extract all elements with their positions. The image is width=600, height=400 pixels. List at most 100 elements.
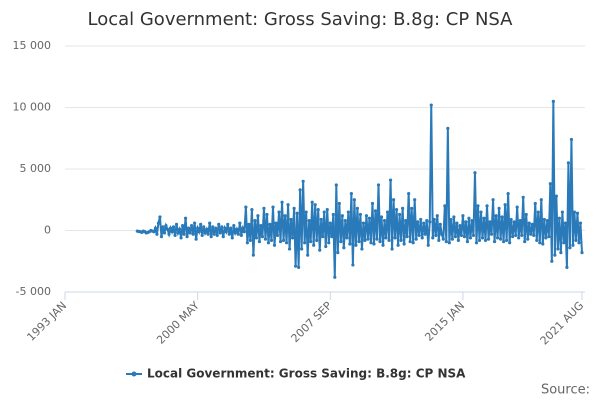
point: [473, 171, 477, 175]
point: [373, 209, 378, 213]
point: [556, 247, 560, 251]
point: [331, 212, 335, 217]
point: [572, 210, 577, 214]
point: [541, 242, 545, 246]
point: [333, 275, 337, 279]
point: [327, 241, 331, 245]
point: [221, 235, 225, 239]
point: [571, 243, 575, 247]
point: [411, 241, 415, 245]
point: [483, 238, 488, 242]
point: [517, 236, 521, 240]
point: [364, 214, 369, 218]
point: [194, 237, 198, 241]
point: [173, 233, 177, 238]
point: [266, 241, 271, 245]
point: [248, 238, 252, 242]
point: [428, 220, 432, 224]
line: [137, 101, 583, 278]
point: [263, 237, 268, 241]
point: [290, 236, 295, 240]
point: [351, 263, 355, 267]
point: [298, 188, 302, 192]
point: [295, 211, 299, 215]
point: [321, 235, 325, 239]
point: [429, 103, 433, 107]
point: [381, 243, 385, 247]
y-tick-label: 10 000: [13, 101, 52, 114]
point: [324, 244, 328, 249]
point: [497, 206, 501, 210]
point: [542, 217, 546, 222]
point: [352, 198, 356, 202]
point: [544, 236, 548, 240]
point: [358, 212, 363, 217]
point: [527, 221, 531, 225]
point: [205, 227, 209, 231]
point: [566, 161, 571, 165]
point: [422, 221, 426, 225]
point: [512, 220, 516, 224]
point: [161, 225, 165, 229]
point: [297, 265, 301, 269]
x-tick-label: 2015 JAN: [422, 299, 467, 344]
y-tick-label: 5 000: [20, 162, 52, 175]
point: [182, 232, 186, 236]
point: [310, 200, 314, 204]
point: [458, 223, 462, 228]
point: [250, 207, 254, 212]
point: [256, 214, 260, 218]
point: [284, 241, 289, 245]
point: [476, 204, 480, 208]
point: [453, 235, 457, 239]
point: [407, 192, 411, 196]
point: [557, 216, 561, 220]
point: [168, 226, 173, 230]
point: [505, 238, 509, 242]
point: [312, 243, 316, 247]
point: [502, 239, 506, 244]
point: [190, 223, 194, 228]
point: [268, 222, 272, 226]
point: [280, 200, 284, 204]
point: [568, 246, 572, 250]
point: [245, 241, 249, 245]
point: [339, 239, 343, 244]
point: [485, 204, 489, 208]
point: [367, 216, 372, 220]
point: [554, 194, 558, 198]
point: [388, 178, 393, 182]
point: [218, 231, 222, 235]
point: [265, 212, 269, 217]
point: [313, 203, 317, 207]
point: [459, 233, 464, 238]
source: Source:: [541, 383, 590, 398]
point: [217, 222, 221, 226]
point: [223, 226, 227, 230]
point: [227, 232, 231, 236]
point: [416, 220, 420, 224]
point: [410, 206, 414, 210]
point: [241, 226, 245, 230]
point: [286, 203, 290, 207]
point: [443, 204, 447, 208]
legend-label: Local Government: Gross Saving: B.8g: CP…: [147, 367, 466, 381]
point: [363, 238, 367, 242]
point: [259, 223, 263, 228]
point: [398, 212, 402, 217]
point: [176, 231, 180, 235]
point: [474, 241, 479, 245]
point: [186, 226, 191, 230]
point: [551, 99, 555, 103]
point: [197, 230, 201, 234]
point: [262, 206, 266, 210]
point: [366, 237, 370, 241]
point: [578, 221, 583, 225]
point: [559, 251, 563, 255]
point: [520, 233, 524, 238]
point: [155, 232, 159, 236]
point: [232, 223, 236, 228]
point: [260, 235, 265, 239]
point: [342, 246, 346, 250]
point: [553, 253, 557, 257]
